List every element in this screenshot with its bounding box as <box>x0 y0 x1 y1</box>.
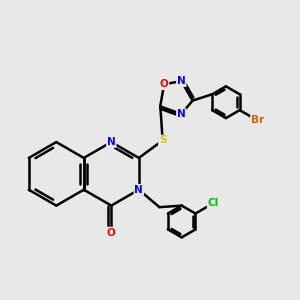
Text: N: N <box>177 76 186 86</box>
Text: N: N <box>107 137 116 147</box>
Text: N: N <box>177 109 186 119</box>
Text: S: S <box>159 136 166 146</box>
Text: Br: Br <box>251 116 264 125</box>
Text: O: O <box>107 228 116 238</box>
Text: Cl: Cl <box>208 198 219 208</box>
Text: O: O <box>160 79 169 89</box>
Text: N: N <box>134 185 143 195</box>
